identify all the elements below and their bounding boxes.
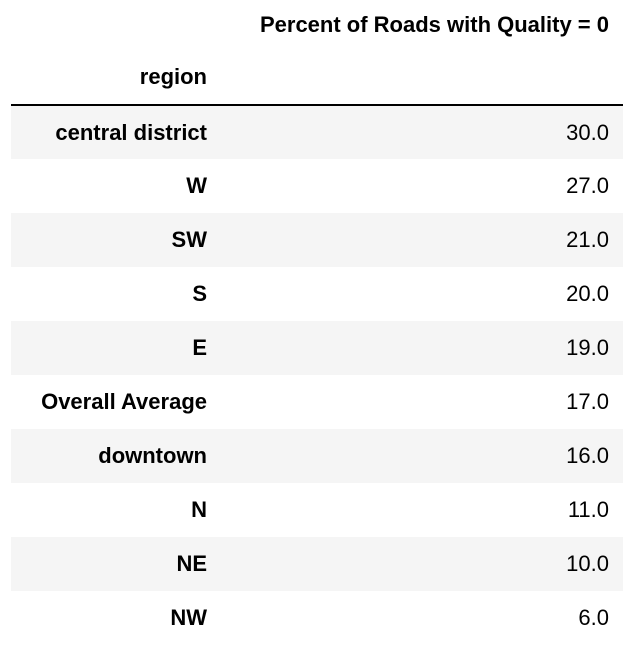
row-value: 16.0: [566, 443, 609, 468]
index-header-row: region: [11, 49, 623, 106]
row-label: downtown: [98, 443, 207, 468]
row-label: Overall Average: [41, 389, 207, 414]
row-value: 19.0: [566, 335, 609, 360]
index-header-blank-cell: [215, 49, 623, 106]
table-row: N 11.0: [11, 483, 623, 537]
row-label: E: [192, 335, 207, 360]
row-value: 10.0: [566, 551, 609, 576]
table-row: Overall Average 17.0: [11, 375, 623, 429]
row-label: W: [186, 173, 207, 198]
table-header: Percent of Roads with Quality = 0 region: [11, 0, 623, 106]
column-header: Percent of Roads with Quality = 0: [259, 11, 609, 37]
row-label: NE: [176, 551, 207, 576]
table-body: central district 30.0 W 27.0 SW 21.0 S 2…: [11, 105, 623, 645]
row-value: 30.0: [566, 119, 609, 145]
table-row: NW 6.0: [11, 591, 623, 645]
dataframe-table: Percent of Roads with Quality = 0 region…: [11, 0, 623, 645]
table-row: S 20.0: [11, 267, 623, 321]
table-row: W 27.0: [11, 159, 623, 213]
table-row: NE 10.0: [11, 537, 623, 591]
table-row: E 19.0: [11, 321, 623, 375]
row-label: central district: [55, 119, 207, 145]
index-name-header: region: [11, 49, 215, 106]
column-header-row: Percent of Roads with Quality = 0: [11, 0, 623, 49]
row-label: S: [192, 281, 207, 306]
table-row: central district 30.0: [11, 105, 623, 159]
row-label: N: [191, 497, 207, 522]
row-value: 20.0: [566, 281, 609, 306]
row-value: 17.0: [566, 389, 609, 414]
row-label: SW: [171, 227, 207, 252]
table-row: SW 21.0: [11, 213, 623, 267]
row-label: NW: [170, 605, 207, 630]
row-value: 27.0: [566, 173, 609, 198]
row-value: 6.0: [578, 605, 609, 630]
row-value: 21.0: [566, 227, 609, 252]
table-row: downtown 16.0: [11, 429, 623, 483]
row-value: 11.0: [567, 497, 609, 522]
header-blank-cell: [11, 0, 215, 49]
